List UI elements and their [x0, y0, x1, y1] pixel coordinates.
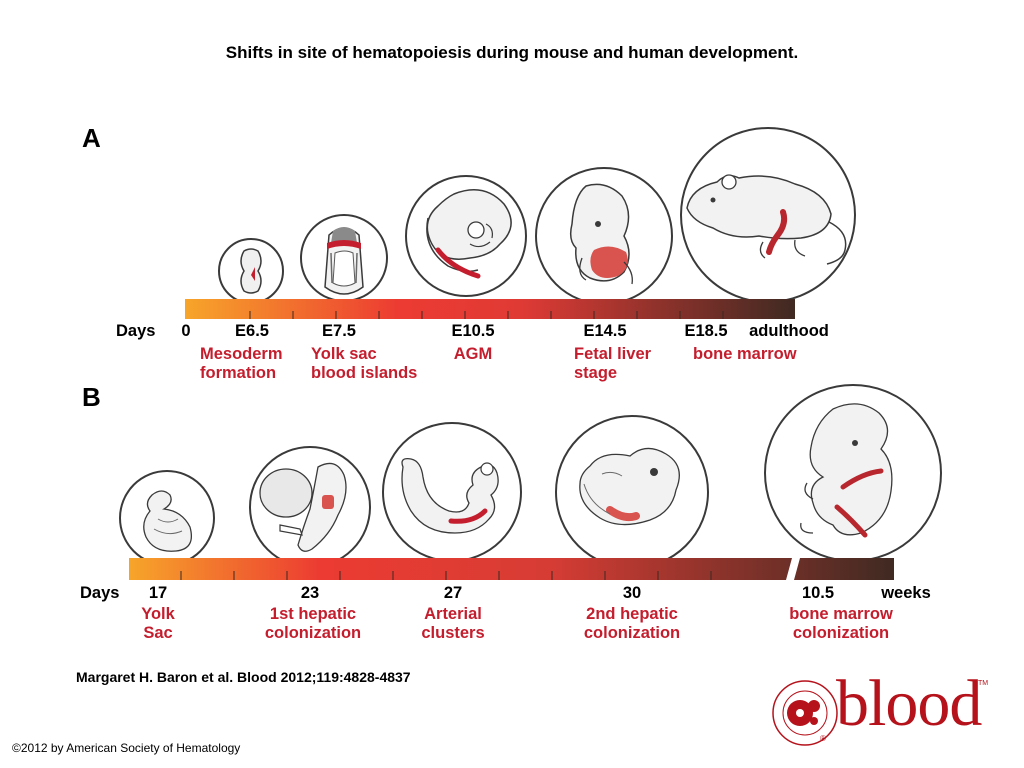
tick-label-b-weeks: weeks: [881, 584, 931, 602]
stage-label-line: bone marrow: [693, 345, 797, 363]
tick-label-a-e10-5: E10.5: [451, 322, 495, 340]
mesoderm-embryo-illustration: [218, 238, 284, 304]
tick-label-b-30: 30: [622, 584, 642, 602]
stage-label-line: stage: [574, 364, 618, 382]
stage-label-line: Sac: [143, 624, 173, 642]
stage-label-yolk-sac: Yolk sac blood islands: [311, 345, 417, 383]
stage-label-line: colonization: [583, 624, 681, 642]
stage-label-line: formation: [200, 364, 277, 382]
panel-b-label: B: [82, 382, 101, 412]
yolk-sac-embryo-illustration: [300, 214, 388, 302]
stage-label-yolk-sac-human: Yolk Sac: [141, 605, 175, 643]
stage-label-line: colonization: [264, 624, 362, 642]
timeline-bar-a: [185, 299, 795, 319]
stage-label-line: blood islands: [311, 364, 418, 382]
stage-label-mesoderm: Mesoderm formation: [200, 345, 283, 383]
stage-label-line: AGM: [453, 345, 493, 363]
stage-label-agm: AGM: [454, 345, 493, 364]
tick-label-a-e6-5: E6.5: [235, 322, 269, 340]
stage-label-fetal-liver: Fetal liver stage: [574, 345, 651, 383]
stage-label-line: Mesoderm: [200, 345, 283, 363]
stage-label-line: colonization: [792, 624, 890, 642]
tick-label-b-10-5: 10.5: [801, 584, 835, 602]
stage-label-line: Arterial: [424, 605, 482, 623]
agm-embryo-illustration: [405, 175, 527, 297]
tick-label-b-27: 27: [443, 584, 463, 602]
blood-journal-logo: blood TM ®: [770, 667, 990, 746]
tick-label-a-e18-5: E18.5: [684, 322, 728, 340]
hepatic-colonization-embryo-illustration: [249, 446, 371, 568]
stage-label-line: 1st hepatic: [269, 605, 357, 623]
stage-label-bone-marrow-colonization: bone marrow colonization: [789, 605, 893, 643]
second-hepatic-embryo-illustration: [555, 415, 709, 569]
tick-label-a-e7-5: E7.5: [322, 322, 356, 340]
stage-label-line: Yolk sac: [311, 345, 377, 363]
arterial-clusters-embryo-illustration: [382, 422, 522, 562]
stage-label-1st-hepatic: 1st hepatic colonization: [265, 605, 361, 643]
bone-marrow-fetus-illustration: [764, 384, 942, 562]
citation-text: Margaret H. Baron et al. Blood 2012;119:…: [76, 669, 411, 685]
stage-label-bone-marrow: bone marrow: [693, 345, 797, 364]
stage-label-arterial-clusters: Arterial clusters: [421, 605, 484, 643]
panel-a-label: A: [82, 123, 101, 153]
registered-symbol: ®: [820, 734, 826, 743]
days-label-b: Days: [80, 584, 120, 602]
stage-label-2nd-hepatic: 2nd hepatic colonization: [584, 605, 680, 643]
yolk-sac-human-embryo-illustration: [119, 470, 215, 566]
adult-mouse-illustration: [680, 127, 856, 303]
stage-label-line: Yolk: [141, 605, 175, 623]
fetal-liver-embryo-illustration: [535, 167, 673, 305]
copyright-text: ©2012 by American Society of Hematology: [12, 741, 241, 755]
tick-label-a-e14-5: E14.5: [583, 322, 627, 340]
timeline-bar-b: [129, 558, 894, 580]
trademark-symbol: TM: [978, 680, 989, 687]
tick-label-b-23: 23: [300, 584, 320, 602]
tick-label-b-17: 17: [148, 584, 168, 602]
stage-label-line: bone marrow: [789, 605, 893, 623]
stage-label-line: 2nd hepatic: [586, 605, 678, 623]
tick-label-a-0: 0: [181, 322, 191, 340]
tick-label-a-adulthood: adulthood: [749, 322, 829, 340]
blood-wordmark: blood: [836, 667, 982, 740]
days-label-a: Days: [116, 322, 156, 340]
ash-seal-icon: [772, 680, 838, 746]
stage-label-line: clusters: [421, 624, 485, 642]
stage-label-line: Fetal liver: [574, 345, 652, 363]
figure-title: Shifts in site of hematopoiesis during m…: [225, 43, 799, 62]
